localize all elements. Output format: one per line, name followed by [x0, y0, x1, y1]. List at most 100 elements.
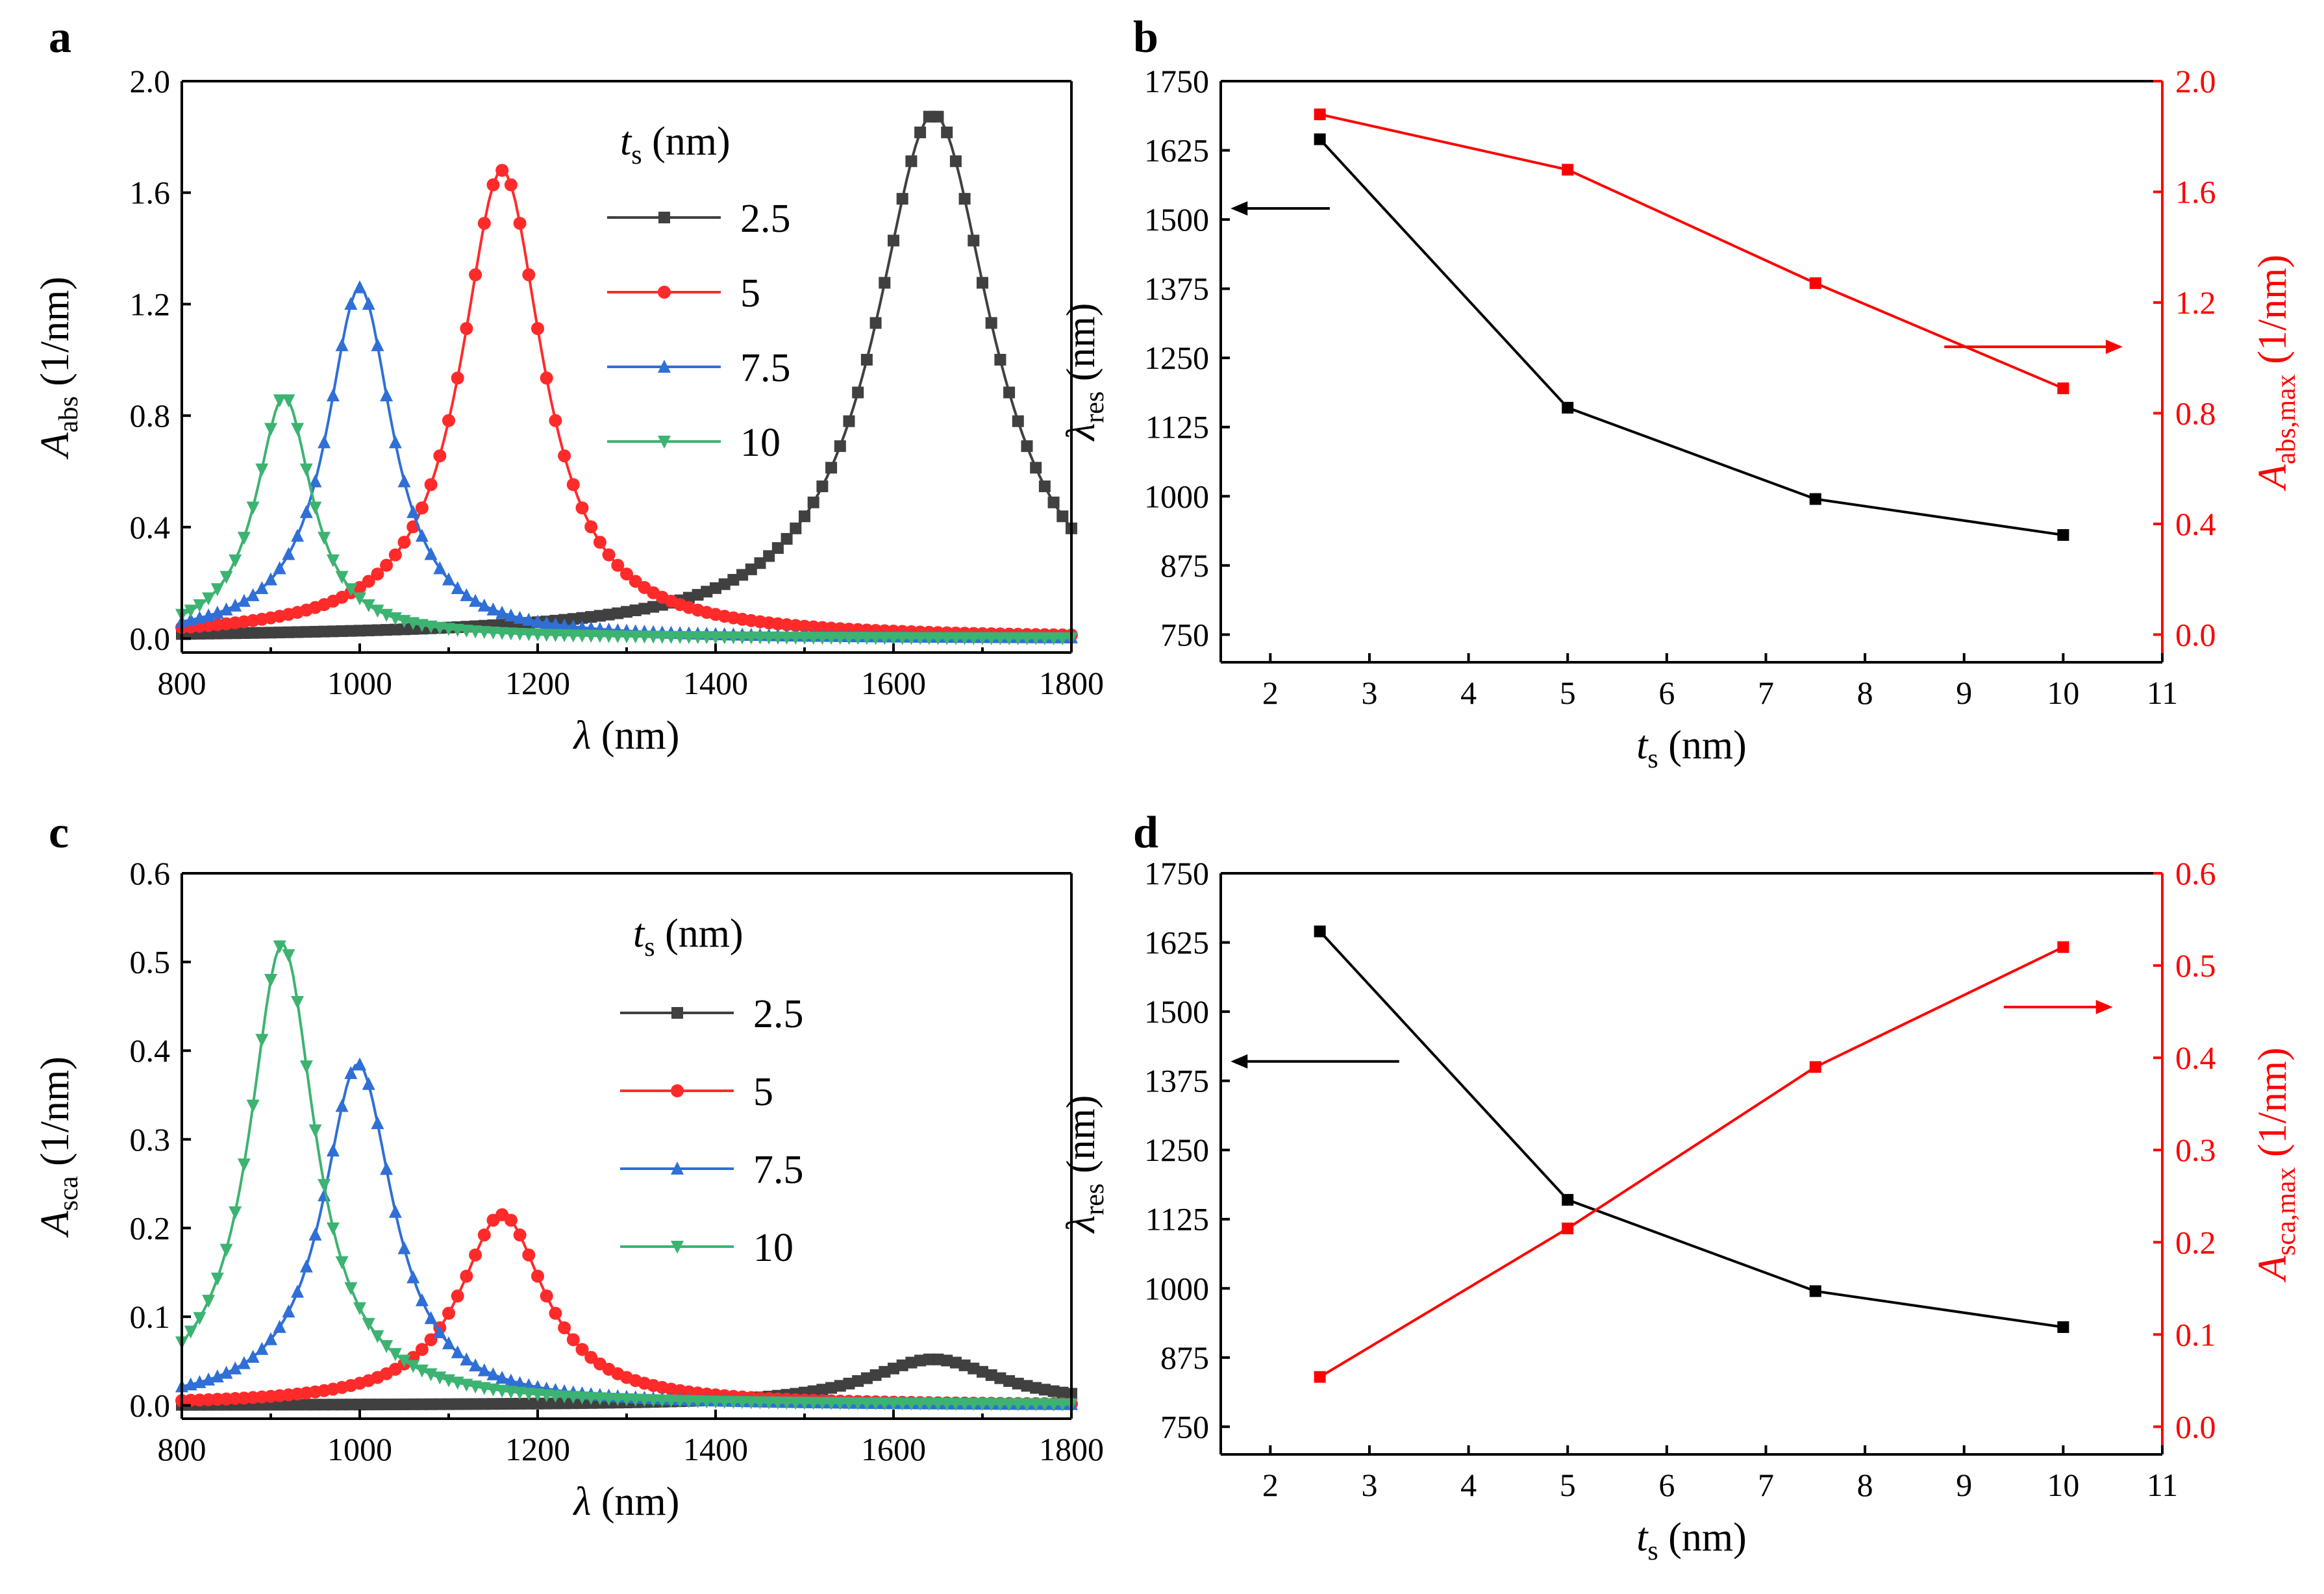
- data-point: [406, 1360, 420, 1373]
- data-point: [415, 1293, 429, 1306]
- x-axis-label-unit: (nm): [1668, 723, 1747, 767]
- data-point: [629, 630, 642, 644]
- data-point: [344, 1282, 358, 1295]
- legend-title-sub: s: [631, 140, 642, 170]
- y-tick-label-right: 1.2: [2175, 284, 2216, 321]
- data-point: [299, 1060, 313, 1074]
- y-tick-label-right: 2.0: [2175, 63, 2216, 99]
- data-point: [300, 626, 312, 638]
- data-point: [843, 1377, 855, 1389]
- x-tick-label: 8: [1857, 1467, 1873, 1503]
- data-point: [1012, 415, 1024, 427]
- x-axis-label-space: [591, 1480, 601, 1524]
- x-tick-label: 1600: [861, 665, 926, 701]
- legend-swatch-marker: [671, 1241, 684, 1254]
- y-axis-label-right-sub: sca,max: [2271, 1167, 2301, 1255]
- x-axis-label: ts (nm): [1636, 1515, 1747, 1566]
- data-point: [327, 1399, 339, 1411]
- data-point: [318, 625, 331, 638]
- data-point: [816, 1384, 829, 1396]
- series-line: [1319, 113, 2064, 390]
- data-point: [958, 193, 971, 205]
- data-point: [710, 582, 721, 594]
- data-point: [984, 632, 998, 645]
- data-point: [781, 532, 793, 545]
- data-point: [888, 1362, 899, 1375]
- data-point: [309, 625, 321, 638]
- data-point: [816, 1397, 829, 1410]
- series-line: [1319, 930, 2064, 1328]
- data-point: [327, 625, 339, 638]
- legend-item-5: 5: [607, 271, 760, 316]
- data-point: [977, 277, 988, 289]
- data-point: [984, 1398, 998, 1412]
- data-point: [771, 1396, 784, 1410]
- data-point: [514, 1397, 526, 1410]
- data-point: [442, 414, 455, 427]
- data-point: [532, 1397, 544, 1410]
- data-point: [2057, 382, 2069, 395]
- data-point: [1056, 632, 1069, 645]
- data-point: [388, 435, 402, 449]
- data-point: [940, 1397, 954, 1411]
- data-point: [460, 322, 473, 336]
- data-point: [593, 610, 606, 622]
- data-point: [469, 1398, 482, 1410]
- data-point: [540, 629, 553, 642]
- data-point: [460, 588, 473, 601]
- data-point: [540, 1397, 553, 1410]
- data-point: [620, 630, 633, 643]
- y-axis-label-right-sub: abs,max: [2271, 374, 2301, 464]
- data-point: [968, 1362, 980, 1375]
- y-tick-label-left: 1625: [1144, 132, 1209, 169]
- data-point: [326, 388, 340, 402]
- x-axis-label-sub: s: [1647, 744, 1658, 774]
- data-point: [896, 1359, 908, 1371]
- legend-label: 5: [753, 1070, 773, 1114]
- legend: ts (nm)2.5 5 7.5 10: [607, 119, 791, 465]
- y-tick-label: 0.3: [130, 1121, 171, 1158]
- data-point: [540, 1389, 553, 1402]
- data-point: [549, 414, 562, 427]
- x-tick-label: 800: [158, 665, 206, 701]
- legend-title-main: t: [620, 119, 632, 164]
- y-axis-label-main: A: [33, 432, 77, 460]
- data-point: [931, 1397, 945, 1411]
- data-point: [371, 1399, 384, 1411]
- x-tick-label: 7: [1758, 1467, 1774, 1503]
- series-7.5: [175, 280, 1078, 643]
- data-point: [798, 631, 811, 645]
- data-point: [1030, 1382, 1042, 1394]
- x-tick-label: 2: [1262, 675, 1279, 711]
- data-point: [593, 1392, 606, 1406]
- y-tick-label: 0.0: [130, 621, 171, 657]
- x-tick-label: 9: [1956, 675, 1972, 711]
- data-point: [1038, 1384, 1051, 1396]
- data-point: [326, 1222, 340, 1236]
- data-point: [878, 1397, 892, 1411]
- data-point: [842, 1397, 856, 1410]
- data-point: [255, 1034, 269, 1047]
- data-point: [504, 627, 518, 641]
- x-axis-label: λ (nm): [573, 1480, 680, 1524]
- x-tick-label: 9: [1956, 1467, 1972, 1503]
- legend-item-2.5: 2.5: [620, 992, 804, 1036]
- data-point: [362, 624, 375, 636]
- data-point: [1809, 493, 1821, 505]
- axes: 800 1000 1200 1400 1600 1800 0.0 0.1 0.2 0.3 0.4 0.…: [33, 855, 1104, 1524]
- y-axis-label-unit: (1/nm): [33, 1056, 77, 1166]
- data-point: [780, 631, 793, 645]
- data-point: [985, 1369, 997, 1381]
- legend-item-7.5: 7.5: [620, 1148, 804, 1192]
- data-point: [292, 626, 304, 638]
- y-axis-label-space: [33, 386, 77, 397]
- data-point: [647, 601, 660, 613]
- data-point: [558, 629, 571, 643]
- axis-indicator-arrows: [1231, 999, 2113, 1069]
- data-point: [825, 632, 838, 645]
- data-point: [976, 1398, 989, 1412]
- data-point: [523, 1397, 535, 1410]
- data-point: [549, 1397, 562, 1410]
- y-tick-label: 0.2: [130, 1210, 171, 1246]
- data-point: [895, 632, 909, 645]
